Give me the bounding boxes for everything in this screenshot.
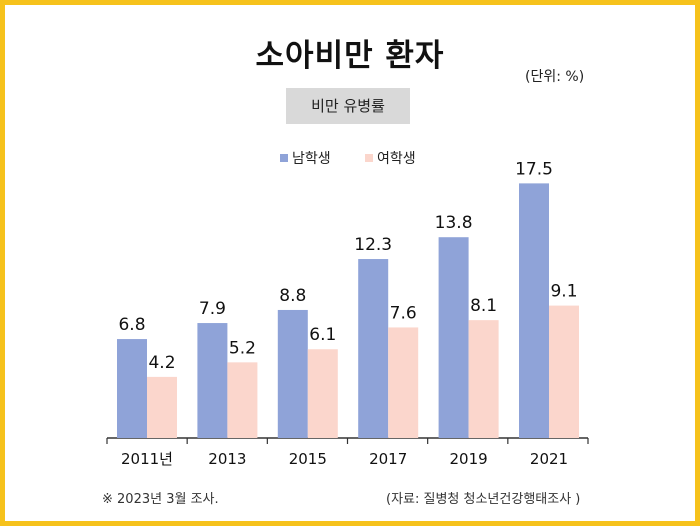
source-note: (자료: 질병청 청소년건강행태조사 ) xyxy=(386,492,581,507)
data-label-female: 6.1 xyxy=(309,325,336,345)
data-label-male: 7.9 xyxy=(199,299,226,319)
unit-label: (단위: %) xyxy=(525,69,585,85)
bar-male xyxy=(117,339,147,438)
data-label-male: 12.3 xyxy=(354,235,392,255)
data-label-female: 5.2 xyxy=(229,338,256,358)
data-label-male: 17.5 xyxy=(515,159,553,179)
data-label-male: 13.8 xyxy=(435,213,473,233)
legend-item-male: 남학생 xyxy=(280,148,331,168)
x-tick-label: 2013 xyxy=(208,450,246,468)
subtitle-box: 비만 유병률 xyxy=(286,88,410,124)
data-label-male: 6.8 xyxy=(118,315,145,335)
bar-male xyxy=(358,259,389,438)
data-label-male: 8.8 xyxy=(279,286,306,306)
bar-female xyxy=(227,362,258,438)
legend-swatch-male xyxy=(280,154,288,162)
data-label-female: 7.6 xyxy=(390,303,417,323)
data-label-female: 8.1 xyxy=(470,296,497,316)
bar-female xyxy=(388,327,419,438)
x-tick-label: 2017 xyxy=(369,450,407,468)
legend-label-female: 여학생 xyxy=(377,151,416,167)
bar-female xyxy=(147,376,177,438)
x-tick-label: 2011년 xyxy=(121,450,173,468)
bar-male xyxy=(277,309,308,438)
bar-male xyxy=(438,237,469,438)
bar-female xyxy=(468,320,499,438)
bar-male xyxy=(519,183,549,438)
footnote: ※ 2023년 3월 조사. xyxy=(102,492,219,507)
legend-label-male: 남학생 xyxy=(292,151,331,167)
legend-swatch-female xyxy=(365,154,373,162)
chart-title: 소아비만 환자 xyxy=(255,38,445,74)
bar-female xyxy=(307,349,338,438)
legend-item-female: 여학생 xyxy=(365,148,416,168)
data-label-female: 9.1 xyxy=(550,282,577,302)
bar-male xyxy=(197,323,228,438)
bar-female xyxy=(549,305,579,438)
x-tick-label: 2019 xyxy=(450,450,488,468)
data-label-female: 4.2 xyxy=(148,353,175,373)
x-tick-label: 2015 xyxy=(289,450,327,468)
x-tick-label: 2021 xyxy=(530,450,568,468)
